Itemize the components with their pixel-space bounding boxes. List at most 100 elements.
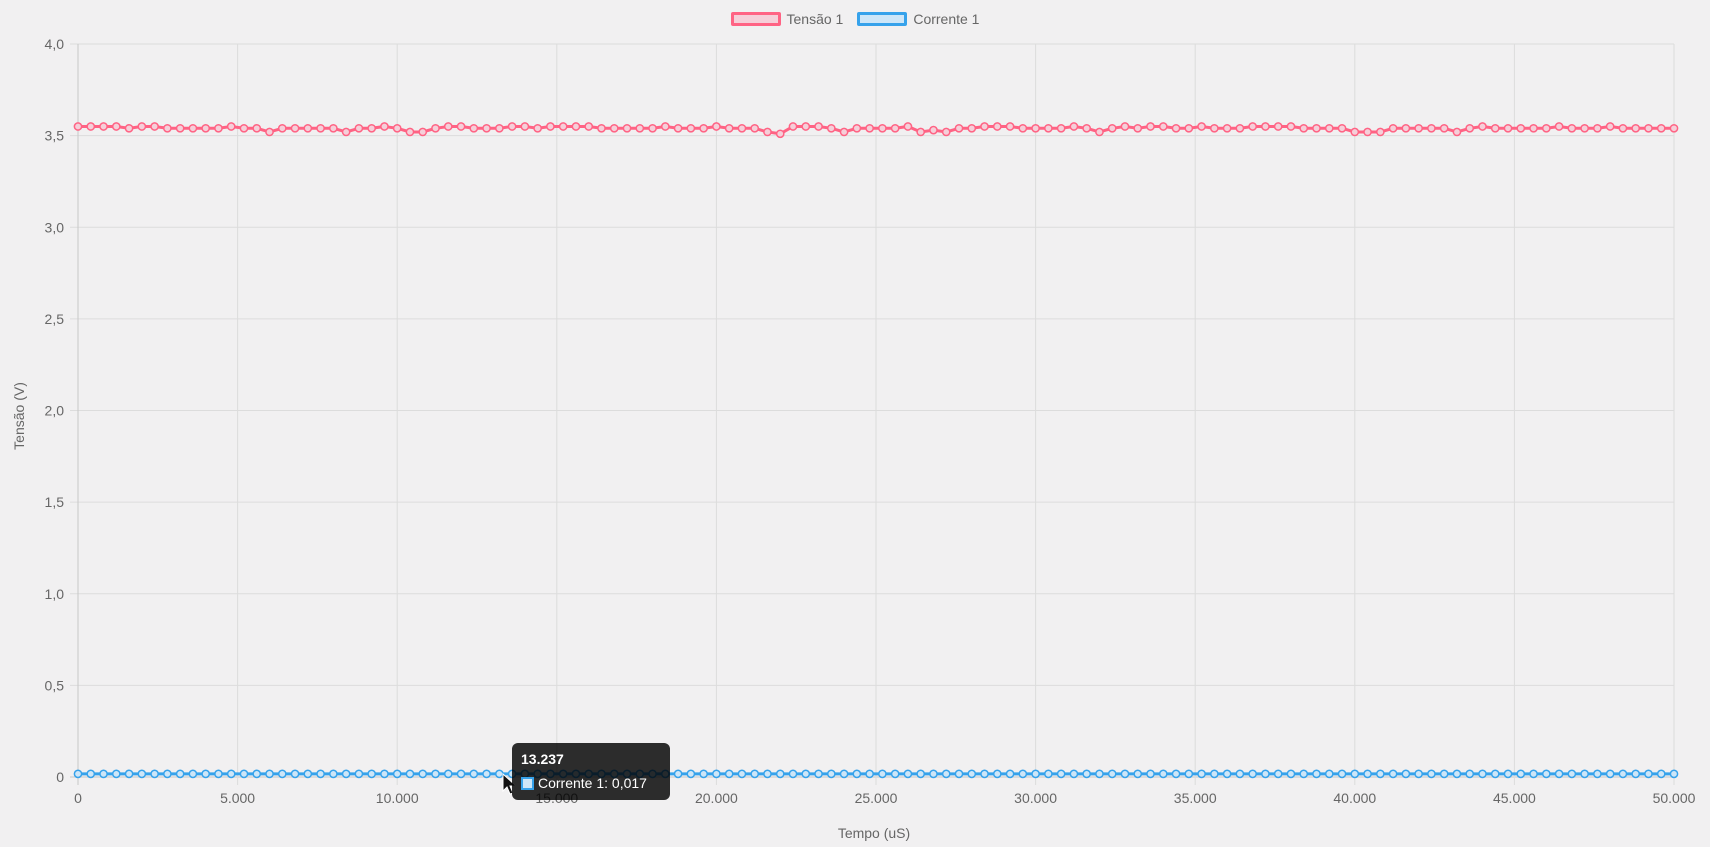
- data-point[interactable]: [1184, 769, 1194, 779]
- data-point[interactable]: [839, 127, 849, 137]
- data-point[interactable]: [1414, 769, 1423, 779]
- data-point[interactable]: [150, 769, 159, 779]
- data-point[interactable]: [303, 123, 313, 133]
- data-point[interactable]: [597, 123, 606, 133]
- data-point[interactable]: [1299, 769, 1309, 779]
- data-point[interactable]: [367, 769, 377, 779]
- data-point[interactable]: [1286, 769, 1296, 779]
- data-point[interactable]: [150, 122, 159, 131]
- data-point[interactable]: [558, 122, 568, 131]
- data-point[interactable]: [252, 769, 262, 779]
- data-point[interactable]: [890, 123, 900, 133]
- data-point[interactable]: [367, 123, 377, 133]
- data-point[interactable]: [1158, 122, 1168, 131]
- data-point[interactable]: [635, 123, 645, 133]
- data-point[interactable]: [124, 123, 134, 133]
- data-point[interactable]: [1069, 122, 1079, 131]
- data-point[interactable]: [737, 769, 747, 779]
- data-point[interactable]: [1529, 123, 1538, 133]
- data-point[interactable]: [265, 127, 274, 137]
- data-point[interactable]: [188, 123, 198, 133]
- data-point[interactable]: [214, 123, 223, 133]
- data-point[interactable]: [1312, 769, 1321, 779]
- data-point[interactable]: [1337, 769, 1347, 779]
- data-point[interactable]: [1401, 123, 1411, 133]
- data-point[interactable]: [852, 769, 862, 779]
- data-point[interactable]: [737, 123, 747, 133]
- data-point[interactable]: [967, 123, 977, 133]
- data-point[interactable]: [354, 123, 364, 133]
- data-point[interactable]: [533, 123, 542, 133]
- data-point[interactable]: [903, 769, 913, 779]
- data-point[interactable]: [1452, 769, 1462, 779]
- data-point[interactable]: [1644, 769, 1653, 779]
- data-point[interactable]: [303, 769, 313, 779]
- data-point[interactable]: [660, 122, 670, 131]
- data-point[interactable]: [1350, 127, 1360, 137]
- data-point[interactable]: [1490, 123, 1500, 133]
- data-point[interactable]: [1158, 769, 1168, 779]
- data-point[interactable]: [1631, 769, 1641, 779]
- data-point[interactable]: [277, 123, 287, 133]
- data-point[interactable]: [1005, 769, 1015, 779]
- data-point[interactable]: [1554, 122, 1564, 131]
- data-point[interactable]: [1261, 769, 1270, 779]
- data-point[interactable]: [73, 122, 83, 131]
- data-point[interactable]: [405, 127, 415, 137]
- data-point[interactable]: [1286, 122, 1296, 131]
- data-point[interactable]: [1107, 769, 1117, 779]
- data-point[interactable]: [1593, 769, 1602, 779]
- data-point[interactable]: [1593, 123, 1602, 133]
- data-point[interactable]: [1580, 769, 1589, 779]
- data-point[interactable]: [1056, 769, 1066, 779]
- data-point[interactable]: [826, 769, 836, 779]
- data-point[interactable]: [890, 769, 900, 779]
- data-point[interactable]: [469, 123, 479, 133]
- data-point[interactable]: [1529, 769, 1538, 779]
- data-point[interactable]: [1388, 769, 1398, 779]
- data-point[interactable]: [163, 123, 172, 133]
- data-point[interactable]: [1567, 123, 1577, 133]
- data-point[interactable]: [801, 122, 811, 131]
- data-point[interactable]: [1133, 123, 1143, 133]
- data-point[interactable]: [1082, 123, 1092, 133]
- data-point[interactable]: [1095, 127, 1104, 137]
- data-point[interactable]: [1401, 769, 1411, 779]
- data-point[interactable]: [980, 769, 989, 779]
- data-point[interactable]: [341, 127, 351, 137]
- data-point[interactable]: [814, 769, 823, 779]
- data-point[interactable]: [1005, 122, 1015, 131]
- data-point[interactable]: [1375, 127, 1385, 137]
- data-point[interactable]: [1669, 769, 1679, 779]
- data-point[interactable]: [469, 769, 479, 779]
- data-point[interactable]: [1541, 769, 1551, 779]
- data-point[interactable]: [482, 123, 491, 133]
- data-point[interactable]: [520, 122, 530, 131]
- data-point[interactable]: [507, 122, 517, 131]
- data-point[interactable]: [954, 123, 964, 133]
- data-point[interactable]: [1631, 123, 1641, 133]
- data-point[interactable]: [1478, 122, 1487, 131]
- data-point[interactable]: [392, 769, 402, 779]
- data-point[interactable]: [201, 769, 211, 779]
- data-point[interactable]: [1478, 769, 1487, 779]
- data-point[interactable]: [916, 127, 926, 137]
- data-point[interactable]: [252, 123, 262, 133]
- legend-item-corrente[interactable]: Corrente 1: [857, 11, 979, 27]
- data-point[interactable]: [482, 769, 491, 779]
- data-point[interactable]: [929, 125, 938, 135]
- data-point[interactable]: [878, 123, 887, 133]
- data-point[interactable]: [1516, 769, 1526, 779]
- data-point[interactable]: [1656, 769, 1666, 779]
- data-point[interactable]: [814, 122, 823, 131]
- data-point[interactable]: [316, 123, 325, 133]
- data-point[interactable]: [1580, 123, 1589, 133]
- data-point[interactable]: [724, 769, 734, 779]
- data-point[interactable]: [316, 769, 325, 779]
- data-point[interactable]: [443, 122, 453, 131]
- data-point[interactable]: [584, 122, 594, 131]
- data-point[interactable]: [1082, 769, 1092, 779]
- data-point[interactable]: [1120, 769, 1130, 779]
- data-point[interactable]: [456, 769, 466, 779]
- data-point[interactable]: [1031, 769, 1040, 779]
